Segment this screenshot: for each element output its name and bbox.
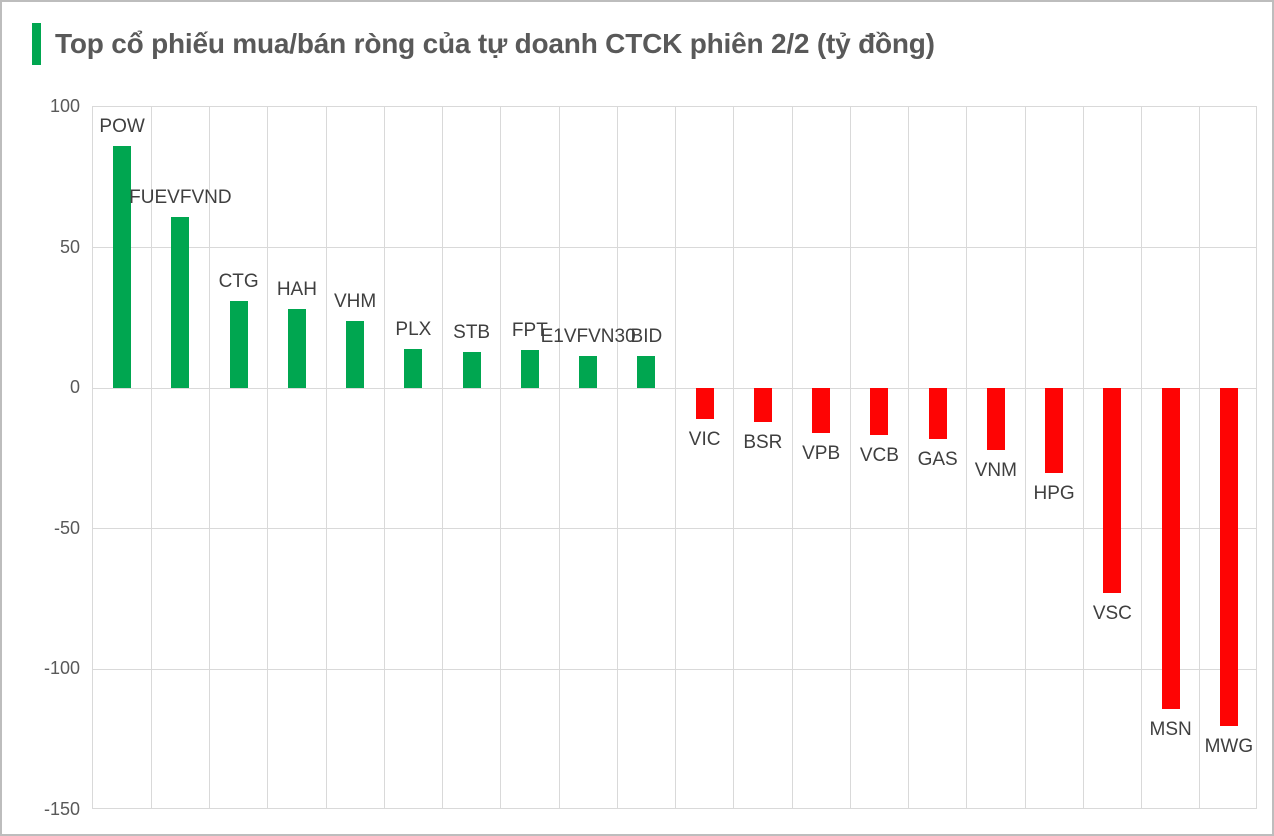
gridline-vertical xyxy=(1082,107,1084,808)
bar-pow xyxy=(113,146,132,389)
y-tick-label: 100 xyxy=(49,96,80,116)
bar-stb xyxy=(462,351,481,389)
bar-msn xyxy=(1161,388,1180,709)
bar-bid xyxy=(637,355,656,389)
gridline-vertical xyxy=(383,107,385,808)
bar-label-msn: MSN xyxy=(1149,718,1192,740)
bar-label-ctg: CTG xyxy=(218,271,259,293)
bar-vsc xyxy=(1103,388,1122,594)
gridline-horizontal xyxy=(93,387,1256,389)
bar-label-vnm: VNM xyxy=(974,460,1017,482)
bar-plx xyxy=(404,348,423,389)
gridline-vertical xyxy=(558,107,560,808)
bar-vcb xyxy=(870,388,889,435)
bar-label-stb: STB xyxy=(453,321,491,343)
bar-gas xyxy=(928,388,947,439)
bar-label-plx: PLX xyxy=(395,318,432,340)
title-accent-bar xyxy=(32,23,41,65)
bar-vnm xyxy=(986,388,1005,451)
gridline-vertical xyxy=(442,107,443,808)
bar-fpt xyxy=(520,350,539,389)
gridline-vertical xyxy=(150,107,152,808)
chart-title: Top cổ phiếu mua/bán ròng của tự doanh C… xyxy=(55,28,935,59)
gridline-horizontal xyxy=(93,528,1256,530)
bar-hpg xyxy=(1045,388,1064,473)
bar-e1vfvn30 xyxy=(579,355,598,389)
bar-label-fuevfvnd: FUEVFVND xyxy=(129,186,232,208)
bar-vpb xyxy=(812,388,831,434)
bar-bsr xyxy=(753,388,772,422)
gridline-vertical xyxy=(849,107,851,808)
bar-label-e1vfvn30: E1VFVN30 xyxy=(540,325,636,347)
bar-vhm xyxy=(346,320,365,389)
gridline-vertical xyxy=(500,107,502,808)
gridline-vertical xyxy=(1024,107,1026,808)
y-tick-label: -50 xyxy=(53,517,80,538)
gridline-vertical xyxy=(675,107,676,808)
gridline-horizontal xyxy=(93,668,1256,670)
y-tick-label: -100 xyxy=(43,658,80,679)
gridline-vertical xyxy=(733,107,735,808)
bar-fuevfvnd xyxy=(171,216,190,389)
bar-ctg xyxy=(229,301,248,389)
bar-label-pow: POW xyxy=(99,116,145,138)
bar-label-bsr: BSR xyxy=(743,431,783,453)
y-tick-label: 0 xyxy=(69,377,80,398)
gridline-vertical xyxy=(209,107,210,808)
gridline-vertical xyxy=(616,107,618,808)
bar-hah xyxy=(287,309,306,389)
bar-label-hah: HAH xyxy=(276,279,317,301)
plot-area: POW FUEVFVND CTG HAH VHM PLX STB FPT E1VFVN30 BID… xyxy=(92,106,1257,809)
bar-mwg xyxy=(1219,388,1238,726)
bar-label-bid: BID xyxy=(630,325,663,347)
gridline-vertical xyxy=(1199,107,1201,808)
bar-label-vsc: VSC xyxy=(1092,603,1132,625)
bar-label-vpb: VPB xyxy=(802,443,841,465)
bar-label-vic: VIC xyxy=(688,429,721,451)
y-tick-label: 50 xyxy=(59,236,80,257)
bar-label-mwg: MWG xyxy=(1204,735,1254,757)
gridline-vertical xyxy=(908,107,909,808)
bar-vic xyxy=(695,388,714,420)
bar-label-vcb: VCB xyxy=(859,444,899,466)
gridline-vertical xyxy=(1141,107,1142,808)
bar-label-gas: GAS xyxy=(917,448,958,470)
gridline-horizontal xyxy=(93,247,1256,249)
gridline-vertical xyxy=(267,107,269,808)
bar-label-vhm: VHM xyxy=(334,290,377,312)
bar-label-fpt: FPT xyxy=(511,320,548,342)
gridline-vertical xyxy=(966,107,968,808)
gridline-vertical xyxy=(791,107,793,808)
y-tick-label: -150 xyxy=(43,799,80,819)
gridline-vertical xyxy=(325,107,327,808)
bar-label-hpg: HPG xyxy=(1033,482,1075,504)
